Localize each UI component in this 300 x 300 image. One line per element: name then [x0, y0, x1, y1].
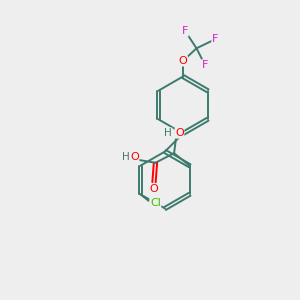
Text: H: H [164, 128, 172, 138]
Text: F: F [182, 26, 188, 36]
Text: F: F [202, 60, 208, 70]
Text: Cl: Cl [150, 198, 161, 208]
Text: O: O [130, 152, 139, 162]
Text: O: O [150, 184, 158, 194]
Text: O: O [178, 56, 188, 66]
Text: F: F [212, 34, 218, 44]
Text: O: O [175, 128, 184, 138]
Text: H: H [122, 152, 129, 162]
